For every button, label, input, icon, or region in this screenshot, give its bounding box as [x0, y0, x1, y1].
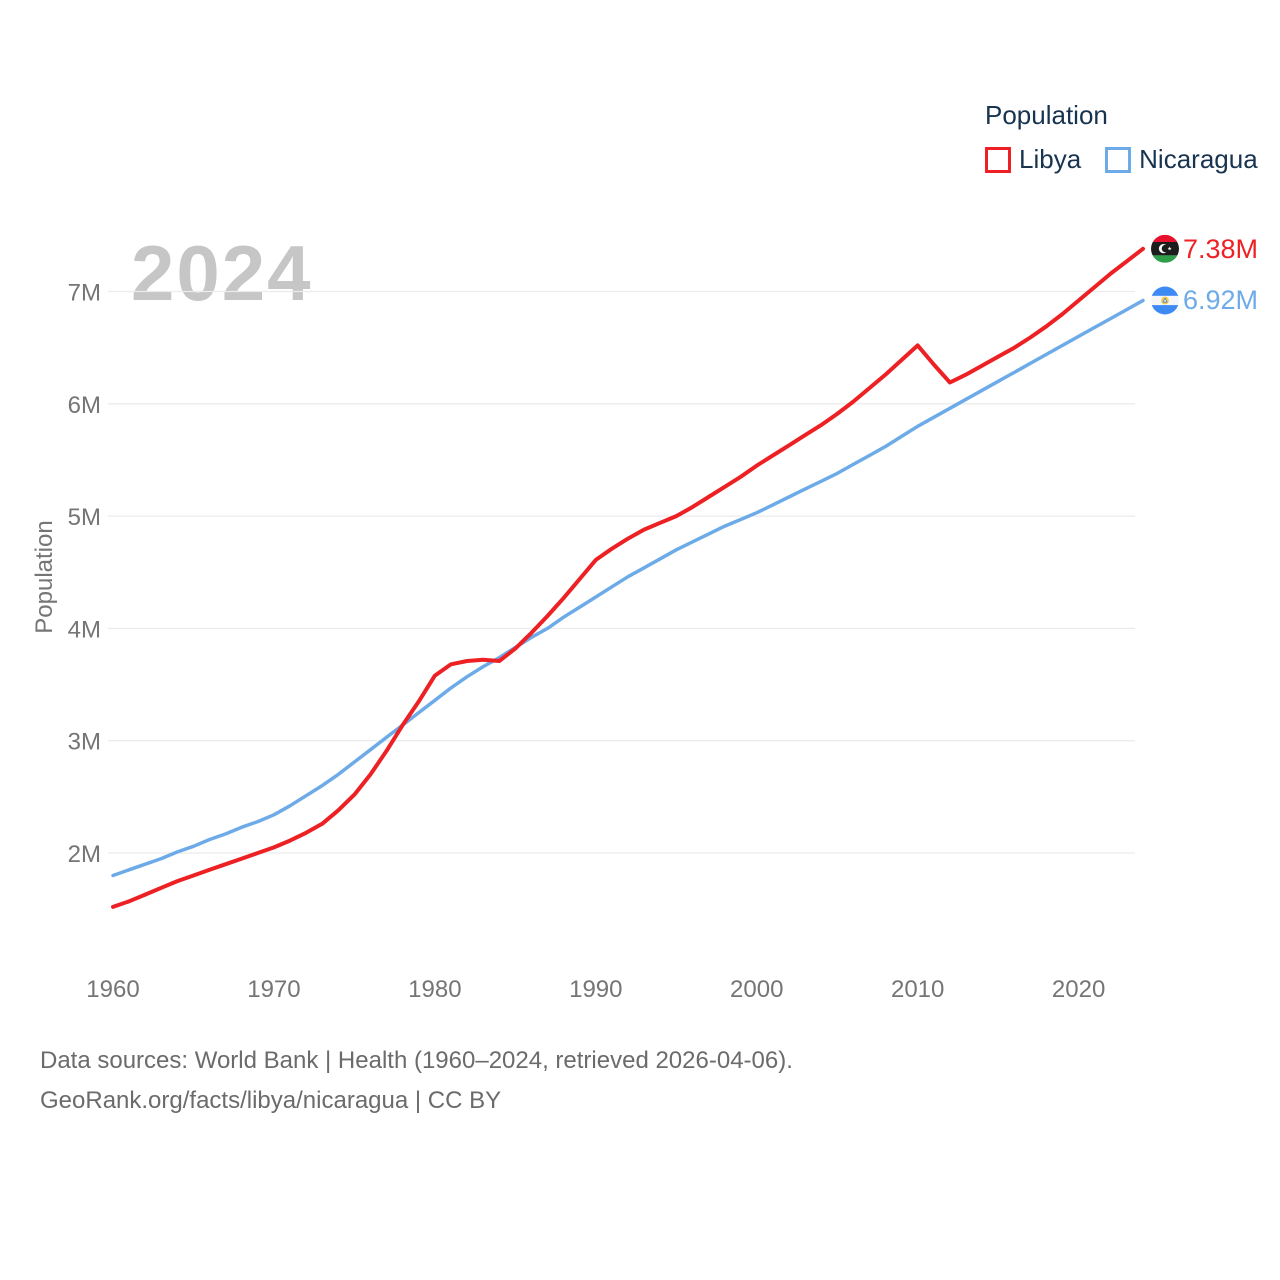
y-tick-label: 5M [68, 504, 101, 531]
footer: Data sources: World Bank | Health (1960–… [40, 1041, 793, 1121]
x-tick-label: 1970 [247, 976, 300, 1003]
libya-line[interactable] [111, 246, 1145, 909]
legend-item-label: Nicaragua [1139, 144, 1258, 174]
libya-flag-icon [1151, 234, 1179, 263]
x-tick-label: 1980 [408, 976, 461, 1003]
y-tick-label: 7M [68, 280, 101, 307]
x-tick-label: 1960 [86, 976, 139, 1003]
nicaragua-swatch-icon [1105, 146, 1132, 173]
x-tick-label: 1990 [569, 976, 622, 1003]
libya-end-value: 7.38M [1183, 234, 1259, 264]
legend: Population Libya Nicaragua [985, 100, 1258, 175]
y-tick-label: 6M [68, 392, 101, 419]
nicaragua-end-value: 6.92M [1183, 285, 1259, 315]
legend-item-libya[interactable]: Libya [985, 144, 1081, 175]
series-lines [111, 246, 1145, 909]
nicaragua-flag-icon [1151, 286, 1179, 315]
legend-title: Population [985, 100, 1108, 130]
chart-year-label: 2024 [131, 229, 313, 317]
axis-tick-labels: 2M 3M 4M 5M 6M 7M 1960 1970 1980 1990 2000 2010 2020 [68, 280, 1106, 1004]
legend-item-label: Libya [1019, 144, 1082, 174]
y-tick-label: 3M [68, 729, 101, 756]
footer-sources: Data sources: World Bank | Health (1960–… [40, 1047, 793, 1074]
nicaragua-line[interactable] [111, 298, 1145, 878]
x-tick-label: 2020 [1052, 976, 1105, 1003]
y-tick-label: 2M [68, 841, 101, 868]
y-tick-label: 4M [68, 616, 101, 643]
x-tick-label: 2010 [891, 976, 944, 1003]
footer-attribution: GeoRank.org/facts/libya/nicaragua | CC B… [40, 1087, 502, 1114]
legend-item-nicaragua[interactable]: Nicaragua [1105, 144, 1258, 175]
libya-swatch-icon [985, 146, 1011, 173]
gridlines [108, 290, 1135, 854]
legend-items: Libya Nicaragua [985, 144, 1258, 175]
x-tick-label: 2000 [730, 976, 783, 1003]
